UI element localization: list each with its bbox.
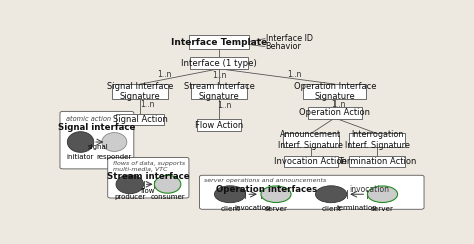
Text: Termination Action: Termination Action [338, 157, 416, 166]
FancyBboxPatch shape [60, 111, 134, 169]
Text: server: server [371, 206, 394, 212]
Text: Announcement
Interf. Signature: Announcement Interf. Signature [278, 131, 343, 150]
FancyBboxPatch shape [116, 114, 164, 125]
Text: invocation: invocation [350, 185, 390, 194]
Text: 1..n: 1..n [287, 70, 301, 79]
Text: Interface ID: Interface ID [266, 34, 313, 43]
Text: Flow Action: Flow Action [195, 121, 243, 130]
FancyBboxPatch shape [200, 175, 424, 209]
Text: producer: producer [114, 194, 146, 200]
Text: responder: responder [97, 154, 132, 160]
Text: initiator: initiator [67, 154, 94, 160]
Text: Signal Interface
Signature: Signal Interface Signature [107, 81, 173, 101]
Ellipse shape [367, 186, 398, 203]
Text: consumer: consumer [150, 194, 185, 200]
Text: 1..n: 1..n [331, 100, 346, 109]
Text: Signal interface: Signal interface [58, 123, 136, 132]
Text: Behavior: Behavior [266, 42, 301, 51]
Text: Stream interface: Stream interface [107, 172, 190, 181]
Text: client: client [321, 206, 341, 212]
Ellipse shape [102, 133, 127, 151]
Ellipse shape [67, 132, 94, 152]
FancyBboxPatch shape [112, 84, 168, 99]
FancyBboxPatch shape [190, 35, 249, 49]
Text: server: server [264, 206, 288, 212]
FancyBboxPatch shape [349, 156, 405, 167]
Text: flows of data, supports
multi-media, VTC: flows of data, supports multi-media, VTC [112, 161, 185, 172]
FancyBboxPatch shape [283, 133, 338, 147]
Text: Operation Action: Operation Action [299, 108, 370, 117]
FancyBboxPatch shape [303, 84, 366, 99]
FancyBboxPatch shape [349, 133, 405, 147]
Text: 1..n: 1..n [212, 71, 226, 80]
Text: Interface (1 type): Interface (1 type) [181, 59, 257, 68]
Text: flow: flow [141, 188, 156, 194]
Text: Operation Interface
Signature: Operation Interface Signature [293, 81, 376, 101]
Text: Invocation Action: Invocation Action [274, 157, 347, 166]
Text: Stream Interface
Signature: Stream Interface Signature [183, 81, 255, 101]
Ellipse shape [214, 186, 246, 203]
Text: server operations and announcements: server operations and announcements [204, 178, 327, 183]
FancyBboxPatch shape [284, 156, 337, 167]
Ellipse shape [116, 175, 144, 194]
Text: invocation: invocation [235, 204, 271, 211]
Ellipse shape [316, 186, 346, 203]
Ellipse shape [155, 175, 181, 193]
Text: atomic action: atomic action [66, 116, 111, 122]
FancyBboxPatch shape [191, 84, 247, 99]
FancyBboxPatch shape [108, 157, 189, 198]
Text: Interface Template: Interface Template [171, 38, 267, 47]
FancyBboxPatch shape [197, 119, 241, 131]
Text: Signal Action: Signal Action [113, 115, 167, 124]
Text: termination: termination [337, 204, 377, 211]
FancyBboxPatch shape [308, 107, 362, 119]
Text: client: client [220, 206, 240, 212]
Text: 1..n: 1..n [140, 100, 155, 109]
Text: signal: signal [87, 144, 108, 151]
Ellipse shape [261, 186, 291, 203]
Text: 1..n: 1..n [218, 101, 232, 110]
Text: Interrogation
Interf. Signature: Interrogation Interf. Signature [345, 131, 410, 150]
FancyBboxPatch shape [191, 57, 248, 69]
Text: 1..n: 1..n [157, 70, 171, 79]
Text: Operation interfaces: Operation interfaces [216, 185, 318, 194]
